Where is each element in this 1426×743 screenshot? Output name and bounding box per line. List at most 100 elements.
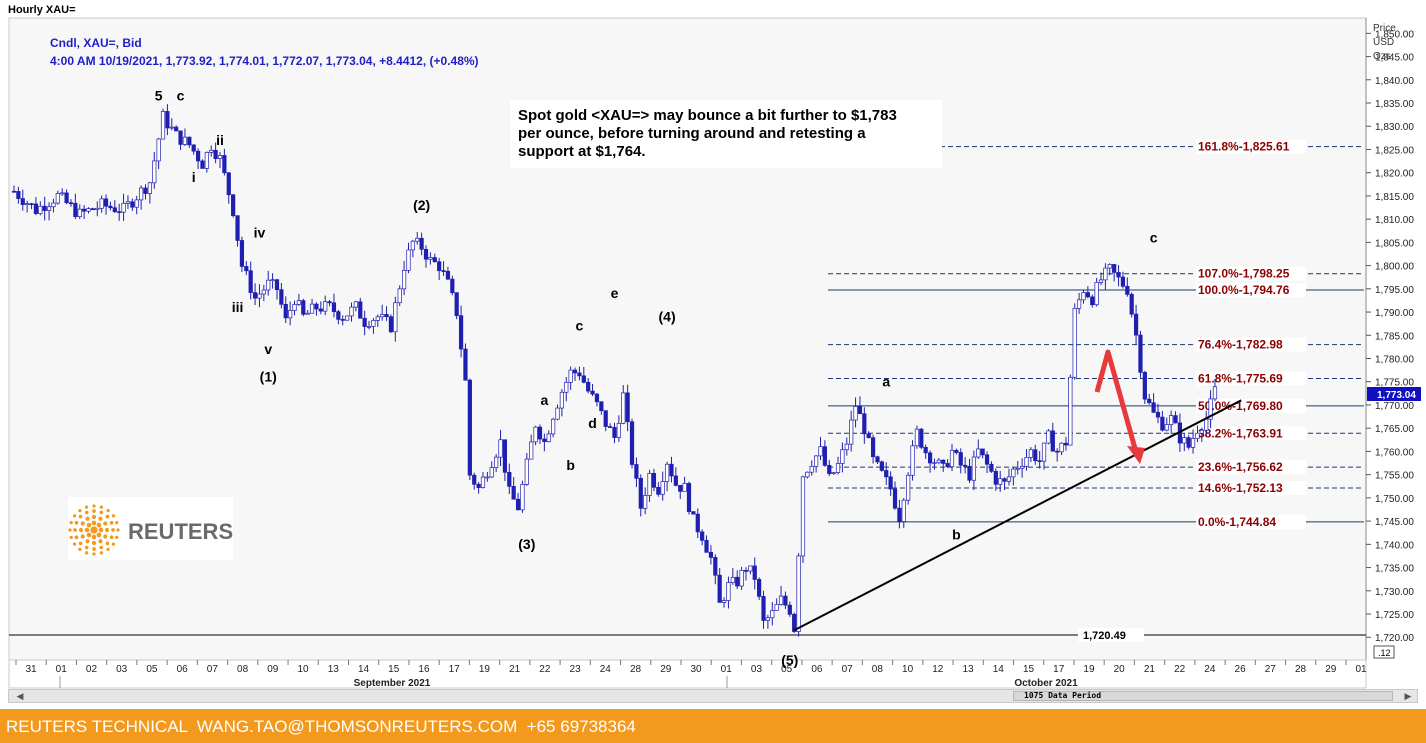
candle-body [520,484,525,511]
candle-body [849,419,854,445]
reuters-logo-icon [68,504,120,556]
candle-body [875,456,880,463]
x-tick-label: 07 [842,664,854,675]
candle-body [870,437,876,458]
wave-label: (4) [659,308,676,324]
candle-body [621,392,626,424]
candle-body [441,270,446,272]
fib-label-bg [1196,282,1306,297]
logo-dot [90,526,98,534]
y-tick-label: 1,790.00 [1375,308,1414,319]
candle-body [835,463,841,473]
candle-body [897,507,902,522]
candle-body [678,485,683,492]
x-axis: 31 01 02 03 05 06 07 08 09 10 13 14 15 16 17 19 21 22 23 24… [15,660,1367,689]
candle-body [95,207,100,210]
candle-body [651,473,657,488]
candle-body [787,604,792,615]
candle-body [1085,292,1090,298]
candle-body [888,476,893,490]
price-chart[interactable]: 161.8%-1,825.61107.0%-1,798.25100.0%-1,7… [0,0,1426,690]
candle-body [117,211,122,214]
x-tick-label: 22 [539,664,551,675]
candle-body [976,448,981,458]
candle-body [603,410,608,427]
y-tick-label: 1,770.00 [1375,401,1414,412]
candle-body [336,311,341,320]
logo-dot [84,551,89,555]
y-tick-label: 1,750.00 [1375,494,1414,505]
x-tick-label: 03 [116,664,128,675]
scroll-left-icon[interactable]: ◀ [16,691,24,701]
y-tick-label: 1,810.00 [1375,215,1414,226]
support-label-bg [1078,627,1144,642]
candle-body [349,306,354,317]
candle-body [1151,402,1156,413]
scale-box[interactable] [1373,645,1395,659]
y-axis: 1,720.00 1,725.00 1,730.00 1,735.00 1,740.00… [1366,29,1414,644]
wave-label: (2) [413,197,430,213]
candle-body [195,150,201,162]
candle-body [739,570,744,587]
candle-body [572,369,578,374]
candle-body [989,463,994,472]
candle-body [257,293,262,299]
candle-body [761,596,766,621]
candle-body [866,433,871,439]
wave-label: c [576,318,584,334]
fib-label-bg [1196,139,1306,154]
wave-label: b [566,457,575,473]
candle-body [226,172,231,196]
logo-dot [99,505,104,509]
candle-body [130,201,135,208]
logo-dot [74,535,79,540]
x-tick-label: 08 [872,664,884,675]
candle-body [542,438,547,443]
legend-line1: Cndl, XAU=, Bid [50,36,142,50]
x-tick-label: 24 [1204,664,1216,675]
candle-body [1116,272,1121,278]
logo-dot [84,505,89,509]
candle-body [643,495,648,509]
x-tick-label: 20 [1114,664,1126,675]
candle-body [770,610,775,619]
candle-body [323,301,328,312]
candle-body [809,466,814,473]
horizontal-scrollbar[interactable]: ◀ 1075 Data Period ▶ [8,689,1418,703]
logo-dot [103,534,108,539]
scroll-right-icon[interactable]: ▶ [1404,691,1412,701]
candle-body [77,208,82,217]
candle-body [963,464,968,467]
candle-body [318,308,323,312]
y-tick-label: 1,835.00 [1375,99,1414,110]
candle-body [165,111,170,129]
candle-body [673,475,678,486]
logo-dot [115,520,119,525]
x-month-label: September 2021 [354,678,431,689]
fib-label: 50.0%-1,769.80 [1198,399,1283,413]
candle-body [743,570,749,572]
candle-body [559,391,564,409]
candle-body [160,111,166,140]
x-tick-label: 03 [751,664,763,675]
candle-body [103,198,109,207]
candle-body [46,206,52,211]
candle-body [831,472,836,474]
x-tick-label: 13 [962,664,974,675]
fib-label: 14.6%-1,752.13 [1198,481,1283,495]
scrollbar-thumb[interactable] [1013,691,1393,701]
candle-body [958,452,963,466]
candle-body [147,182,152,194]
candle-body [906,474,911,501]
candle-body [450,278,455,294]
candle-body [971,456,977,481]
x-tick-label: 02 [86,664,98,675]
candle-body [244,266,249,272]
y-tick-label: 1,760.00 [1375,447,1414,458]
x-tick-label: 30 [690,664,702,675]
candle-body [235,215,240,241]
candle-body [949,449,955,468]
candle-body [717,574,722,603]
x-tick-label: 06 [811,664,823,675]
candle-body [252,292,258,299]
